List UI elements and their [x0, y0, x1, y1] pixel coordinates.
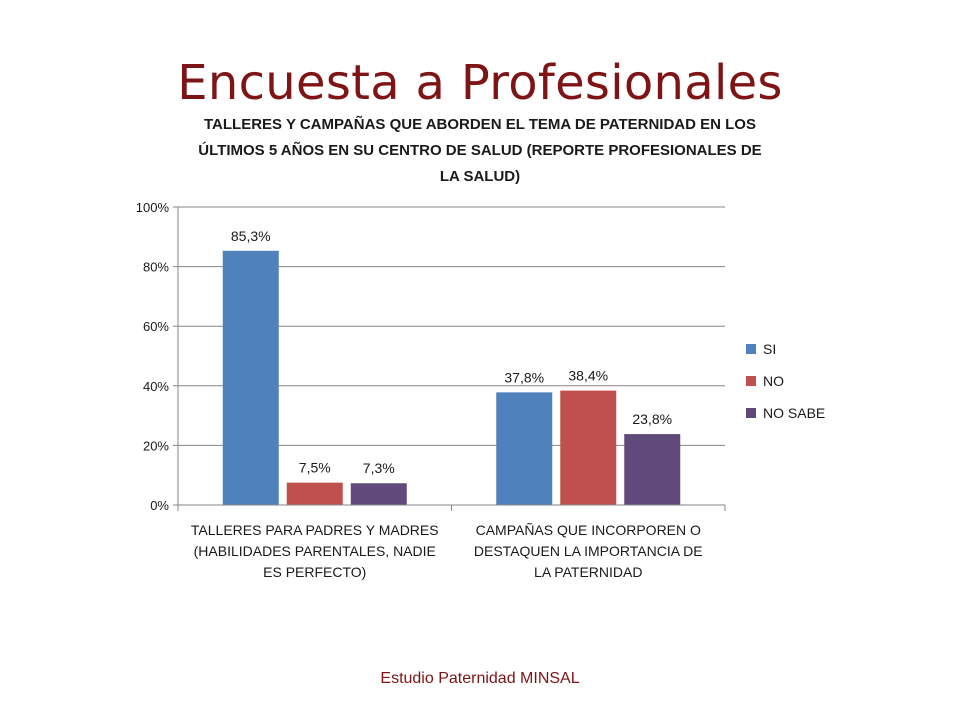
legend-label: NO [763, 373, 784, 389]
legend-label: NO SABE [763, 405, 825, 421]
x-category-label: LA PATERNIDAD [534, 564, 642, 580]
x-category-label: ES PERFECTO) [263, 564, 366, 580]
y-tick-label: 40% [143, 379, 169, 394]
bar-si [222, 250, 279, 505]
legend-swatch [746, 344, 756, 354]
y-tick-label: 0% [150, 498, 169, 513]
bar-no-sabe [350, 483, 407, 505]
legend-swatch [746, 376, 756, 386]
data-label: 7,5% [299, 460, 331, 476]
bar-no-sabe [624, 434, 681, 505]
data-label: 38,4% [568, 368, 608, 384]
data-label: 37,8% [504, 369, 544, 385]
x-category-label: TALLERES PARA PADRES Y MADRES [191, 522, 439, 538]
footer-source: Estudio Paternidad MINSAL [380, 670, 580, 687]
y-tick-label: 80% [143, 260, 169, 275]
bar-si [496, 392, 553, 505]
data-label: 23,8% [632, 411, 672, 427]
y-tick-label: 100% [136, 200, 170, 215]
legend-swatch [746, 408, 756, 418]
x-category-label: DESTAQUEN LA IMPORTANCIA DE [474, 543, 703, 559]
data-label: 7,3% [363, 460, 395, 476]
y-tick-label: 20% [143, 438, 169, 453]
bar-no [560, 390, 617, 505]
chart-title: TALLERES Y CAMPAÑAS QUE ABORDEN EL TEMA … [198, 116, 762, 185]
bar-no [286, 482, 343, 505]
x-category-label: CAMPAÑAS QUE INCORPOREN O [476, 522, 701, 538]
y-tick-label: 60% [143, 319, 169, 334]
legend-label: SI [763, 341, 776, 357]
data-label: 85,3% [231, 228, 271, 244]
slide-title: Encuesta a Profesionales [177, 55, 783, 111]
x-category-label: (HABILIDADES PARENTALES, NADIE [194, 543, 436, 559]
